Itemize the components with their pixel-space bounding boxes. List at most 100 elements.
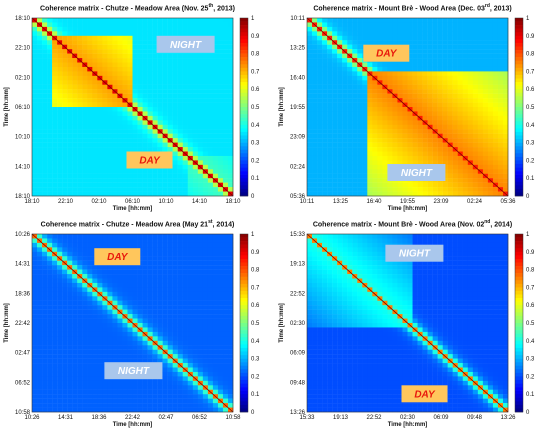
heatmap-cell	[502, 62, 509, 68]
heatmap-cell	[127, 84, 133, 90]
heatmap-cell	[122, 238, 128, 244]
heatmap-cell	[357, 138, 363, 143]
heatmap-cell	[207, 53, 214, 59]
heatmap-cell	[442, 133, 448, 139]
heatmap-cell	[77, 336, 83, 341]
heatmap-cell	[47, 178, 53, 183]
colorbar-segment	[515, 185, 523, 190]
heatmap-cell	[72, 327, 78, 333]
heatmap-cell	[162, 305, 168, 310]
heatmap-cell	[437, 44, 443, 50]
heatmap-cell	[42, 385, 48, 390]
heatmap-cell	[192, 234, 199, 239]
heatmap-cell	[32, 93, 38, 99]
heatmap-cell	[142, 31, 148, 36]
heatmap-cell	[32, 309, 38, 315]
heatmap-cell	[127, 178, 133, 183]
heatmap-cell	[97, 305, 103, 310]
heatmap-cell	[47, 75, 53, 81]
heatmap-cell	[82, 398, 88, 404]
heatmap-cell	[117, 129, 123, 134]
heatmap-cell	[57, 331, 63, 337]
heatmap-cell	[357, 49, 363, 54]
heatmap-cell	[467, 178, 474, 183]
heatmap-cell	[437, 49, 443, 54]
heatmap-cell	[122, 115, 128, 121]
heatmap-cell	[87, 371, 93, 377]
heatmap-cell	[127, 380, 133, 386]
heatmap-cell	[67, 323, 73, 328]
heatmap-cell	[147, 124, 153, 130]
heatmap-cell	[167, 407, 173, 413]
heatmap-cell	[117, 102, 123, 108]
heatmap-cell	[112, 164, 118, 170]
heatmap-cell	[87, 287, 93, 293]
heatmap-cell	[452, 173, 458, 179]
heatmap-cell	[112, 107, 118, 112]
heatmap-cell	[487, 44, 494, 50]
heatmap-cell	[212, 98, 219, 103]
heatmap-cell	[167, 318, 173, 324]
heatmap-cell	[362, 191, 368, 197]
heatmap-cell	[217, 129, 224, 134]
heatmap-cell	[347, 151, 353, 157]
heatmap-cell	[82, 256, 88, 261]
heatmap-cell	[482, 31, 489, 36]
heatmap-cell	[332, 107, 338, 112]
colorbar-segment	[240, 92, 248, 97]
heatmap-cell	[352, 49, 358, 54]
heatmap-cell	[127, 75, 133, 81]
heatmap-cell	[132, 182, 138, 188]
heatmap-cell	[112, 75, 118, 81]
heatmap-cell	[87, 269, 93, 275]
heatmap-cell	[77, 234, 83, 239]
heatmap-cell	[142, 22, 148, 28]
heatmap-cell	[47, 314, 53, 319]
heatmap-cell	[202, 296, 209, 301]
heatmap-cell	[72, 407, 78, 413]
heatmap-cell	[212, 323, 219, 328]
heatmap-cell	[107, 147, 113, 152]
heatmap-cell	[127, 26, 133, 32]
heatmap-cell	[92, 66, 98, 72]
heatmap-cell	[487, 84, 494, 90]
heatmap-cell	[422, 111, 428, 117]
heatmap-cell	[92, 151, 98, 157]
heatmap-cell	[122, 80, 128, 85]
heatmap-cell	[87, 93, 93, 99]
heatmap-cell	[382, 18, 388, 23]
heatmap-cell	[77, 142, 83, 148]
heatmap-cell	[202, 327, 209, 333]
heatmap-cell	[122, 49, 128, 54]
heatmap-cell	[32, 251, 38, 257]
heatmap-cell	[67, 44, 73, 50]
heatmap-cell	[222, 66, 229, 72]
heatmap-cell	[487, 22, 494, 28]
heatmap-cell	[87, 323, 93, 328]
heatmap-cell	[457, 71, 463, 77]
heatmap-cell	[107, 111, 113, 117]
heatmap-cell	[412, 89, 418, 94]
heatmap-cell	[312, 18, 318, 23]
heatmap-cell	[152, 138, 158, 143]
heatmap-cell	[342, 115, 348, 121]
heatmap-cell	[97, 358, 103, 364]
heatmap-cell	[222, 260, 229, 266]
heatmap-cell	[207, 129, 214, 134]
heatmap-cell	[82, 111, 88, 117]
heatmap-cell	[322, 84, 328, 90]
heatmap-cell	[212, 242, 219, 248]
heatmap-cell	[47, 336, 53, 341]
heatmap-cell	[202, 80, 209, 85]
heatmap-cell	[97, 309, 103, 315]
heatmap-cell	[407, 98, 413, 103]
heatmap-cell	[212, 358, 219, 364]
heatmap-cell	[192, 256, 199, 261]
heatmap-cell	[87, 238, 93, 244]
heatmap-cell	[87, 44, 93, 50]
heatmap-cell	[197, 142, 204, 148]
heatmap-cell	[332, 98, 338, 103]
heatmap-cell	[192, 187, 199, 192]
heatmap-cell	[192, 111, 199, 117]
heatmap-cell	[52, 107, 58, 112]
